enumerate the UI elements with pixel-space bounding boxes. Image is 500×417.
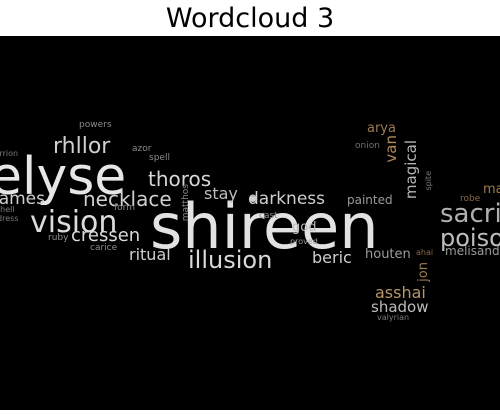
dot-mark [250,196,256,202]
word-elyse: elyse [0,147,127,207]
word-ritual: ritual [129,245,171,264]
word-shadow: shadow [371,298,429,316]
word-darkness: darkness [248,189,325,209]
word-necklace: necklace [83,187,172,211]
word-arya: arya [367,121,396,136]
page-title: Wordcloud 3 [165,3,335,34]
word-van: van [382,135,400,163]
word-proved: proved [290,237,318,246]
word-god: god [292,220,317,235]
wordcloud-canvas: shireen elyse vision rhllor necklace tho… [0,36,500,410]
word-shell: shell [0,205,15,214]
word-thoros: thoros [148,167,212,191]
word-azor: azor [132,144,152,154]
word-shireen: shireen [150,190,379,263]
word-rhllor: rhllor [53,134,111,159]
word-matthos: matthos [181,184,191,222]
word-powers: powers [79,120,112,130]
word-vision: vision [30,205,118,240]
word-beric: beric [312,248,352,267]
word-mage: mage [483,182,500,197]
word-magical: magical [402,140,420,200]
word-carice: carice [90,243,118,253]
word-valyrian: valyrian [377,313,410,322]
word-form: form [114,203,135,213]
word-poison: poison [440,224,500,252]
word-sacrifice: sacrifice [440,199,500,229]
word-stay: stay [204,184,238,203]
word-cressen: cressen [71,225,141,246]
word-dress: dress [0,214,19,223]
word-cast: cast [259,211,278,221]
word-ahai: ahai [416,248,434,257]
word-warrion: warrion [0,149,19,158]
word-melisandre: melisandre [445,244,500,258]
word-painted: painted [347,193,393,207]
word-jon: jon [416,262,431,282]
word-robe: robe [460,194,481,204]
word-asshai: asshai [375,283,426,302]
word-onion: onion [355,141,380,151]
word-spite: spite [424,171,433,191]
word-illusion: illusion [188,246,273,274]
word-houten: houten [365,247,411,262]
word-spell: spell [149,153,170,163]
word-flames: flames [0,189,46,209]
word-ruby: ruby [48,233,69,243]
